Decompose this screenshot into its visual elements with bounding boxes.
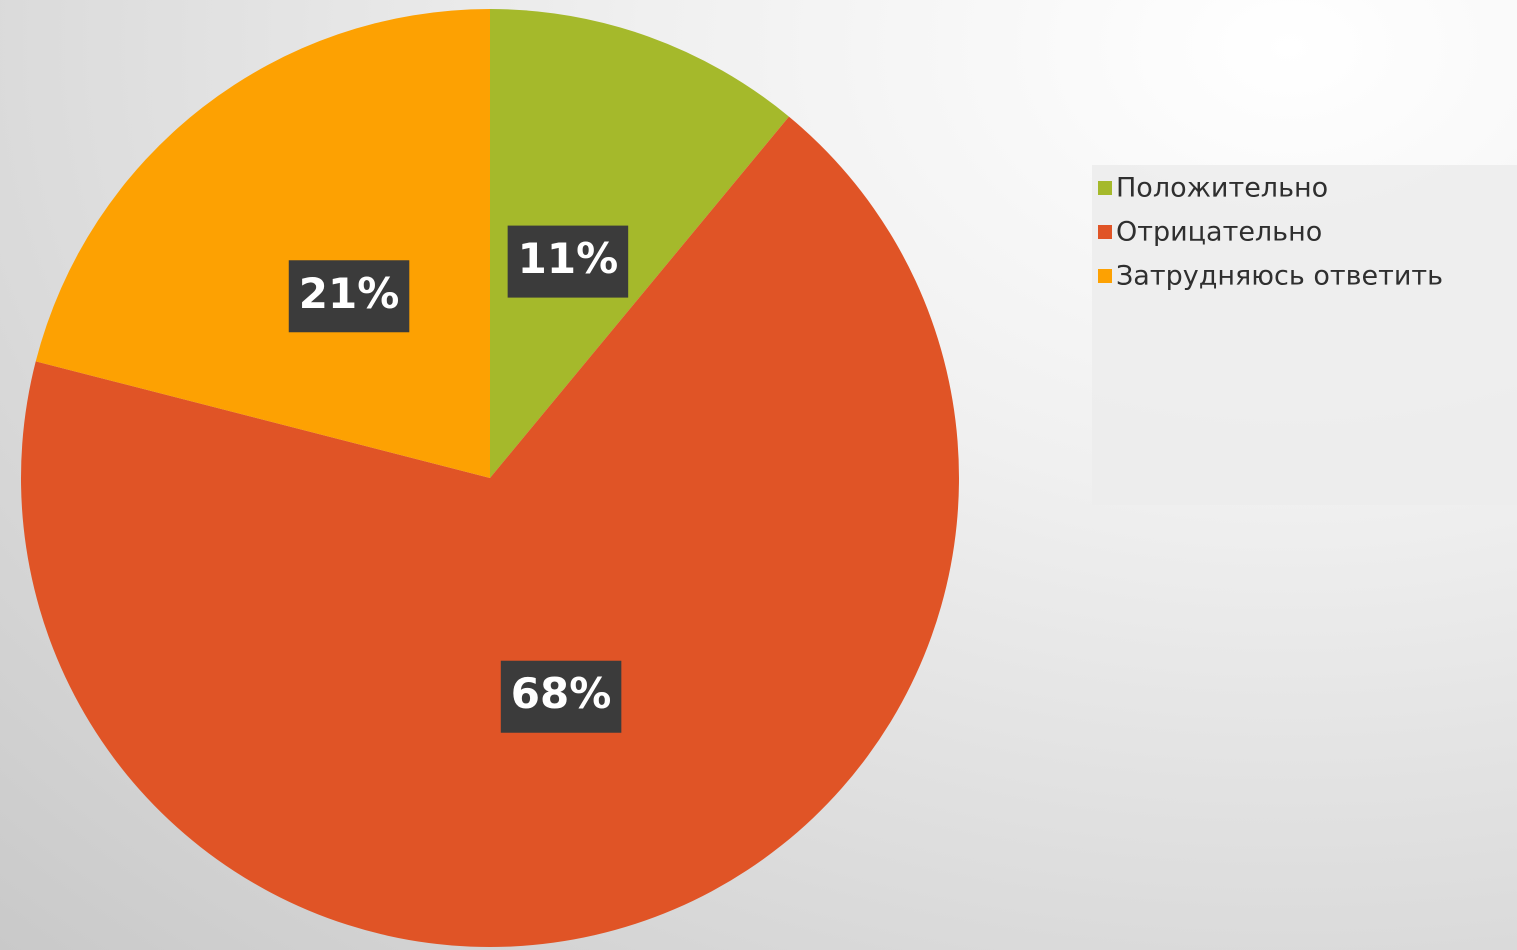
data-label-box xyxy=(288,260,410,333)
data-label-box xyxy=(500,660,622,733)
legend-box xyxy=(1092,165,1517,505)
pie xyxy=(20,9,959,948)
data-labels: 11% 68% 21% xyxy=(288,225,629,733)
legend-label: Отрицательно xyxy=(1116,217,1322,248)
data-label-box xyxy=(507,225,629,298)
pie-slice xyxy=(35,9,490,478)
legend: Положительно Отрицательно Затрудняюсь отве… xyxy=(1098,173,1443,292)
legend-label: Положительно xyxy=(1116,173,1328,204)
pie-slice xyxy=(20,116,959,948)
legend-swatch xyxy=(1098,269,1112,283)
legend-swatch xyxy=(1098,225,1112,239)
data-label: 11% xyxy=(518,234,619,283)
data-label: 21% xyxy=(299,269,400,318)
legend-label: Затрудняюсь ответить xyxy=(1116,261,1443,292)
legend-swatch xyxy=(1098,181,1112,195)
pie-slice xyxy=(490,9,789,478)
data-label: 68% xyxy=(511,669,612,718)
